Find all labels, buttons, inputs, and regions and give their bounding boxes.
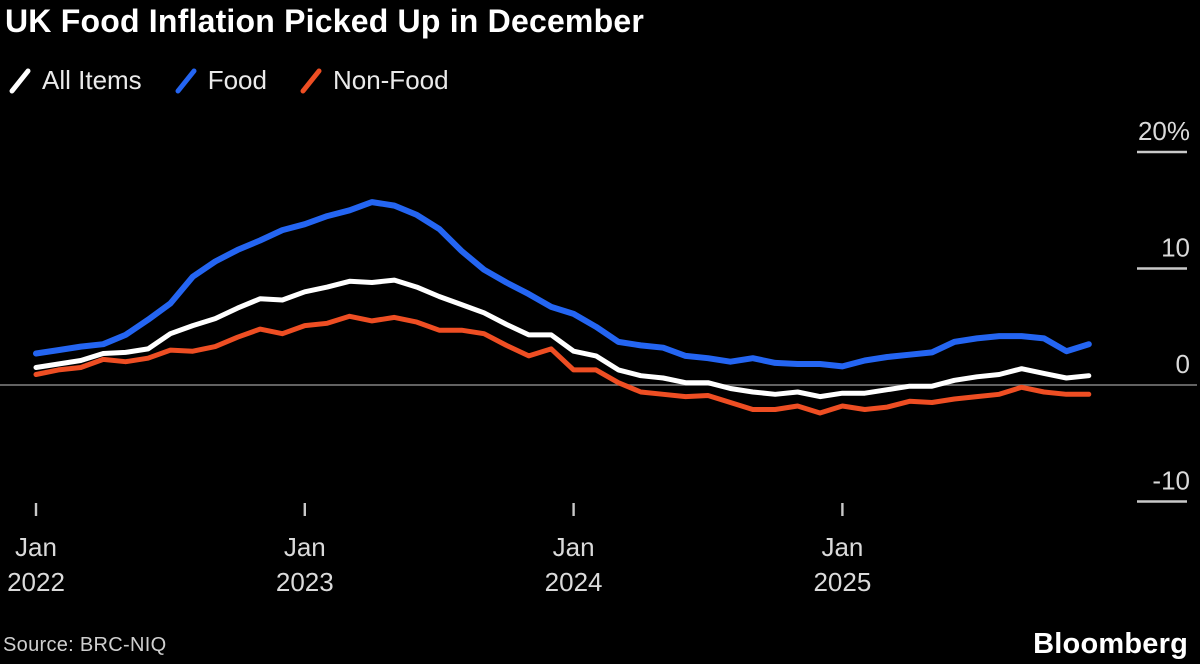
series-line-food [33,199,1092,370]
x-axis-tick-label-year: 2023 [276,567,334,597]
chart-legend: All Items Food Non-Food [8,65,449,96]
non-food-line-marker-icon [300,68,322,93]
source-note: Source: BRC-NIQ [3,634,167,656]
x-axis-tick-label-month: Jan [284,532,326,562]
bloomberg-logo: Bloomberg [1033,628,1188,660]
y-axis-tick-label: -10 [1152,466,1190,496]
legend-item-food: Food [174,65,267,96]
legend-item-all-items: All Items [8,65,142,96]
x-axis-tick-label-year: 2022 [7,567,65,597]
series-line-non-food [33,313,1092,416]
food-line-marker-icon [175,68,197,93]
legend-label-all-items: All Items [42,65,142,95]
x-axis-tick-label-year: 2024 [545,567,603,597]
legend-label-non-food: Non-Food [332,65,449,95]
y-axis-tick-label: 20% [1138,116,1190,146]
x-axis-tick-label-month: Jan [553,532,595,562]
legend-item-non-food: Non-Food [299,65,449,96]
y-axis-tick-label: 0 [1176,349,1190,379]
all-items-line-marker-icon [9,68,31,93]
page-title: UK Food Inflation Picked Up in December [5,3,644,39]
y-axis-tick-label: 10 [1161,233,1190,263]
x-axis-tick-label-year: 2025 [813,567,871,597]
x-axis-tick-label-month: Jan [821,532,863,562]
x-axis-tick-label-month: Jan [15,532,57,562]
series-line-all-items [33,277,1092,400]
legend-label-food: Food [207,65,267,95]
